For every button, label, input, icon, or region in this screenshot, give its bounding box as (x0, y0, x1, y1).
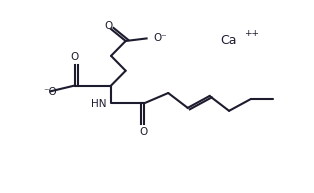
Text: O⁻: O⁻ (154, 33, 167, 43)
Text: ⁻O: ⁻O (44, 87, 57, 97)
Text: Ca: Ca (220, 35, 237, 47)
Text: O: O (105, 21, 113, 31)
Text: O: O (140, 127, 148, 137)
Text: ++: ++ (244, 29, 259, 38)
Text: O: O (70, 52, 79, 62)
Text: HN: HN (91, 99, 106, 109)
